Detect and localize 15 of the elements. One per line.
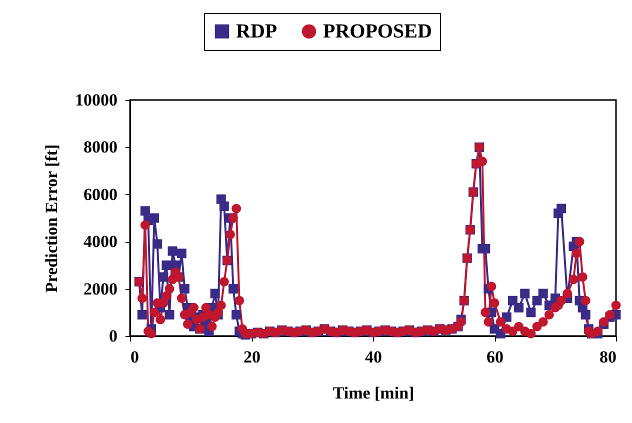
x-tick-label: 60 [486,348,504,366]
y-axis-title: Prediction Error [ft] [42,144,61,293]
y-tick-label: 8000 [84,138,118,157]
y-tick-label: 0 [109,326,118,346]
x-tick-label: 0 [130,348,139,366]
x-tick-label: 80 [600,348,616,366]
x-tick-label: 40 [365,348,382,366]
legend-label: PROPOSED [323,20,432,42]
x-tick-label: 20 [244,348,260,366]
y-tick-label: 2000 [84,279,118,298]
x-axis-title: Time [min] [332,384,414,402]
y-tick-label: 10000 [75,90,118,110]
legend-label: RDP [236,20,278,42]
y-tick-label: 6000 [84,184,118,204]
y-tick-label: 4000 [84,232,118,252]
